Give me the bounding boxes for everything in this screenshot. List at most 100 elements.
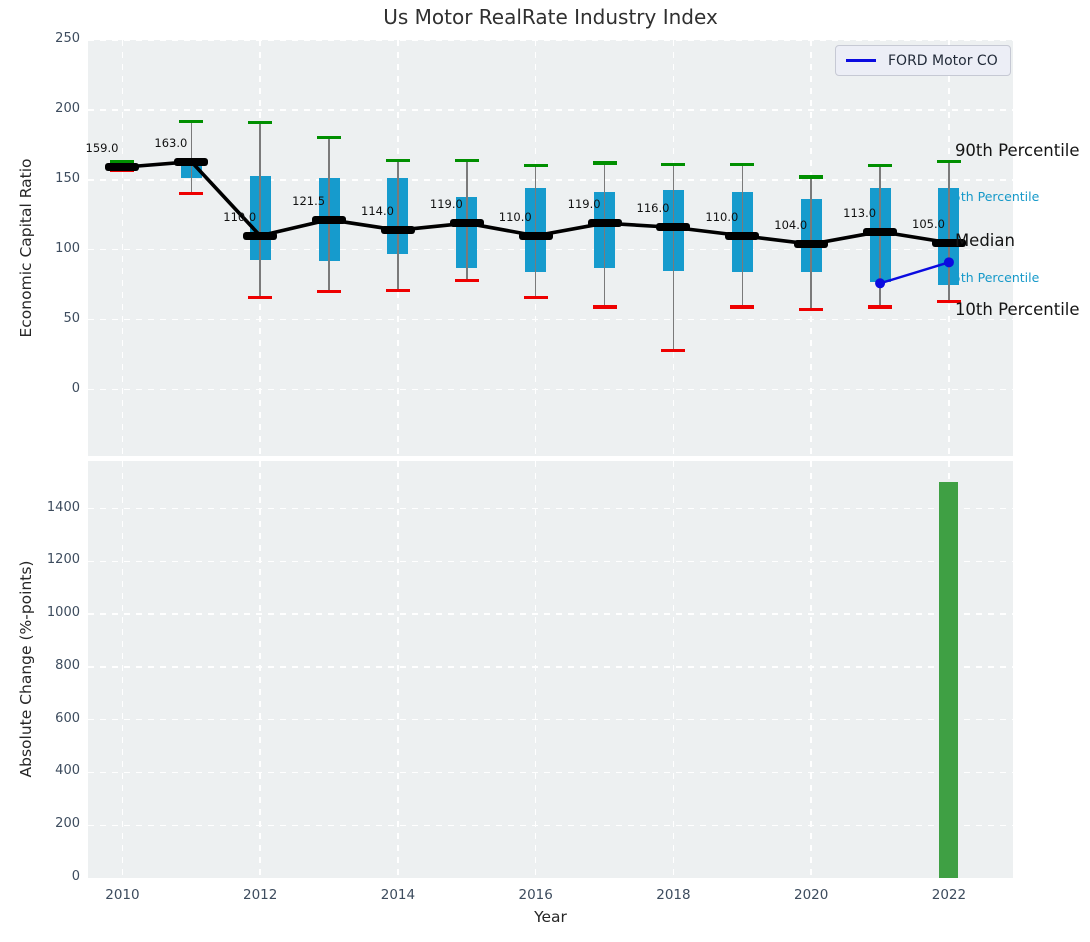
y-tick-label: 50 — [63, 310, 80, 326]
y-tick-label: 150 — [55, 170, 80, 186]
x-axis-label: Year — [534, 908, 567, 926]
cap-90th-icon — [799, 175, 824, 179]
x-tick-label: 2018 — [656, 887, 691, 903]
cap-90th-icon — [179, 119, 204, 123]
gridline-h — [88, 39, 1013, 41]
median-value-label: 119.0 — [429, 197, 463, 212]
y-tick-label: 1200 — [46, 552, 80, 568]
gridline-h — [88, 613, 1013, 615]
gridline-h — [88, 388, 1013, 391]
change-bar — [939, 482, 959, 878]
median-marker — [105, 163, 140, 172]
gridline-h — [88, 507, 1013, 510]
whisker-line — [603, 163, 606, 308]
median-marker — [243, 231, 278, 240]
y-tick-label: 0 — [71, 380, 80, 396]
cap-90th-icon — [385, 158, 410, 162]
cap-10th-icon — [799, 308, 824, 312]
median-value-label: 114.0 — [361, 204, 394, 219]
median-value-label: 104.0 — [774, 218, 808, 233]
gridline-v — [259, 461, 261, 878]
bottom-axes-bar: 0 200 400 600 800 1000 1200 1400 2010 2012 2014 201… — [47, 461, 1013, 903]
gridline-v — [810, 461, 812, 878]
median-marker — [725, 231, 760, 240]
gridline-h — [88, 560, 1013, 562]
median-value-label: 113.0 — [843, 205, 877, 220]
whisker-line — [190, 121, 192, 194]
legend-line-icon — [846, 59, 876, 62]
percentile-annotation: 90th Percentile — [954, 140, 1080, 160]
cap-10th-icon — [661, 348, 686, 352]
median-marker — [380, 226, 415, 235]
cap-90th-icon — [317, 136, 342, 140]
gridline-v — [534, 461, 537, 878]
percentile-annotation: Median — [954, 231, 1015, 251]
cap-90th-icon — [868, 164, 893, 168]
cap-90th-icon — [661, 162, 686, 167]
y-tick-label: 0 — [71, 869, 80, 884]
y-tick-label: 200 — [55, 816, 80, 832]
median-marker — [518, 231, 553, 240]
legend-label: FORD Motor CO — [888, 52, 998, 69]
cap-10th-icon — [385, 288, 410, 292]
cap-10th-icon — [592, 305, 617, 309]
gridline-h — [88, 249, 1013, 251]
top-axes-boxplot: 0 50 100 150 200 250 90th Percentile 75th Perce… — [55, 31, 1080, 456]
cap-90th-icon — [592, 161, 617, 165]
gridline-h — [88, 718, 1013, 721]
gridline-h — [88, 318, 1013, 321]
gridline-v — [397, 461, 399, 878]
median-value-label: 110.0 — [223, 209, 257, 224]
y-tick-label: 800 — [55, 657, 80, 673]
x-tick-label: 2014 — [380, 887, 416, 903]
whisker-line — [328, 137, 330, 292]
percentile-annotation: 25th Percentile — [944, 270, 1040, 286]
x-tick-label: 2016 — [518, 887, 553, 903]
legend: FORD Motor CO — [835, 45, 1011, 76]
whisker-line — [879, 165, 881, 308]
cap-10th-icon — [179, 192, 204, 196]
cap-10th-icon — [317, 290, 342, 294]
median-marker — [174, 157, 209, 166]
median-marker — [794, 240, 829, 249]
whisker-line — [948, 161, 950, 302]
cap-90th-icon — [730, 162, 755, 167]
median-value-label: 110.0 — [498, 209, 532, 224]
median-value-label: 105.0 — [912, 216, 945, 231]
whisker-line — [259, 122, 261, 298]
gridline-h — [88, 179, 1013, 181]
median-value-label: 116.0 — [636, 201, 670, 216]
x-tick-label: 2010 — [105, 887, 140, 903]
percentile-annotation: 10th Percentile — [954, 299, 1080, 319]
median-value-label: 163.0 — [154, 135, 188, 150]
cap-90th-icon — [454, 158, 479, 162]
gridline-h — [88, 666, 1013, 668]
cap-90th-icon — [523, 164, 548, 168]
y-tick-label: 100 — [55, 240, 80, 256]
cap-10th-icon — [523, 295, 548, 299]
y-tick-label: 1400 — [46, 499, 80, 515]
median-marker — [656, 223, 691, 232]
gridline-v — [121, 461, 124, 878]
median-value-label: 121.5 — [292, 193, 326, 208]
cap-90th-icon — [248, 120, 273, 125]
median-value-label: 159.0 — [85, 141, 119, 156]
y-tick-label: 250 — [55, 31, 80, 46]
median-value-label: 119.0 — [567, 197, 601, 212]
chart-title: Us Motor RealRate Industry Index — [383, 5, 718, 29]
gridline-h — [88, 824, 1013, 826]
x-tick-label: 2022 — [931, 887, 967, 903]
median-marker — [587, 219, 622, 228]
x-tick-label: 2012 — [243, 887, 278, 903]
y-tick-label: 600 — [55, 710, 80, 726]
whisker-line — [672, 164, 675, 351]
percentile-annotation: 75th Percentile — [944, 188, 1040, 204]
x-tick-label: 2020 — [794, 887, 829, 903]
cap-10th-icon — [730, 305, 755, 309]
y-tick-label: 400 — [55, 763, 80, 779]
cap-10th-icon — [248, 295, 273, 299]
cap-10th-icon — [936, 299, 961, 304]
cap-90th-icon — [936, 160, 961, 164]
gridline-v — [672, 461, 675, 878]
